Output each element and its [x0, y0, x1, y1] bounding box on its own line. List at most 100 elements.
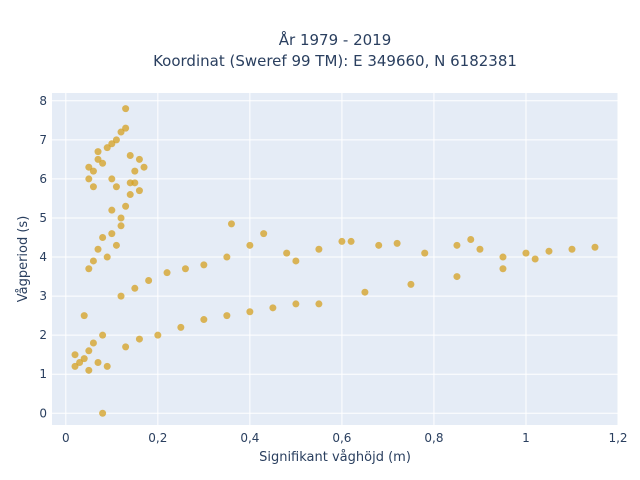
data-point: [80, 312, 88, 320]
data-point: [108, 140, 116, 148]
data-point: [99, 331, 107, 339]
plot-area: [52, 93, 618, 425]
y-tick-label: 3: [39, 289, 47, 303]
data-point: [135, 335, 143, 343]
data-point: [117, 292, 125, 300]
data-point: [85, 175, 93, 183]
data-point: [103, 362, 111, 370]
y-tick-labels: 0 1 2 3 4 5 6 7 8: [39, 94, 47, 420]
data-point: [117, 222, 125, 230]
data-point: [227, 220, 235, 228]
data-point: [94, 148, 102, 156]
data-point: [163, 269, 171, 277]
y-tick-label: 5: [39, 211, 47, 225]
data-point: [140, 163, 148, 171]
y-tick-label: 7: [39, 133, 47, 147]
data-point: [99, 159, 107, 167]
x-tick-label: 0: [62, 431, 70, 445]
data-point: [117, 214, 125, 222]
data-point: [108, 175, 116, 183]
data-point: [85, 265, 93, 273]
data-point: [154, 331, 162, 339]
data-point: [223, 253, 231, 261]
data-point: [94, 245, 102, 253]
data-point: [112, 136, 120, 144]
y-tick-label: 6: [39, 172, 47, 186]
data-point: [117, 128, 125, 136]
data-point: [545, 247, 553, 255]
data-point: [89, 257, 97, 265]
data-point: [89, 183, 97, 191]
data-point: [85, 366, 93, 374]
data-point: [99, 409, 107, 417]
data-point: [94, 155, 102, 163]
data-point: [112, 241, 120, 249]
data-point: [407, 280, 415, 288]
data-point: [347, 237, 355, 245]
data-point: [131, 284, 139, 292]
data-point: [103, 253, 111, 261]
data-point: [315, 245, 323, 253]
data-point: [177, 323, 185, 331]
data-point: [476, 245, 484, 253]
data-point: [499, 253, 507, 261]
y-tick-label: 1: [39, 367, 47, 381]
data-point: [375, 241, 383, 249]
data-point: [89, 339, 97, 347]
data-point: [338, 237, 346, 245]
x-tick-labels: 0 0,2 0,4 0,6 0,8 1 1,2: [62, 431, 628, 445]
data-point: [108, 230, 116, 238]
y-tick-label: 8: [39, 94, 47, 108]
x-axis-title: Signifikant våghöjd (m): [259, 450, 411, 465]
data-point: [246, 241, 254, 249]
x-tick-label: 1: [522, 431, 530, 445]
grid-lines: [52, 93, 619, 425]
data-point: [122, 124, 130, 132]
data-point: [112, 183, 120, 191]
data-point: [80, 355, 88, 363]
y-tick-label: 4: [39, 250, 47, 264]
data-point: [126, 179, 134, 187]
data-point: [103, 144, 111, 152]
data-point: [568, 245, 576, 253]
data-point: [292, 300, 300, 308]
data-point: [522, 249, 530, 257]
data-point: [531, 255, 539, 263]
x-tick-label: 0,8: [424, 431, 443, 445]
data-point: [591, 243, 599, 251]
data-point: [71, 362, 79, 370]
y-axis-title: Vågperiod (s): [16, 216, 31, 303]
data-point: [315, 300, 323, 308]
data-point: [108, 206, 116, 214]
data-points: [71, 105, 599, 417]
data-point: [499, 265, 507, 273]
data-point: [181, 265, 189, 273]
data-point: [122, 202, 130, 210]
data-point: [292, 257, 300, 265]
x-tick-label: 0,2: [148, 431, 167, 445]
data-point: [246, 308, 254, 316]
data-point: [131, 167, 139, 175]
data-point: [85, 347, 93, 355]
data-point: [122, 343, 130, 351]
data-point: [269, 304, 277, 312]
data-point: [200, 261, 208, 269]
y-tick-label: 2: [39, 328, 47, 342]
chart-title-line-1: År 1979 - 2019: [279, 30, 392, 49]
x-tick-label: 0,6: [332, 431, 351, 445]
data-point: [200, 316, 208, 324]
data-point: [283, 249, 291, 257]
data-point: [135, 155, 143, 163]
data-point: [223, 312, 231, 320]
data-point: [361, 288, 369, 296]
data-point: [453, 273, 461, 281]
data-point: [99, 234, 107, 242]
data-point: [421, 249, 429, 257]
data-point: [260, 230, 268, 238]
x-tick-label: 1,2: [608, 431, 627, 445]
data-point: [94, 359, 102, 367]
data-point: [71, 351, 79, 359]
data-point: [145, 276, 153, 284]
data-point: [76, 359, 84, 367]
